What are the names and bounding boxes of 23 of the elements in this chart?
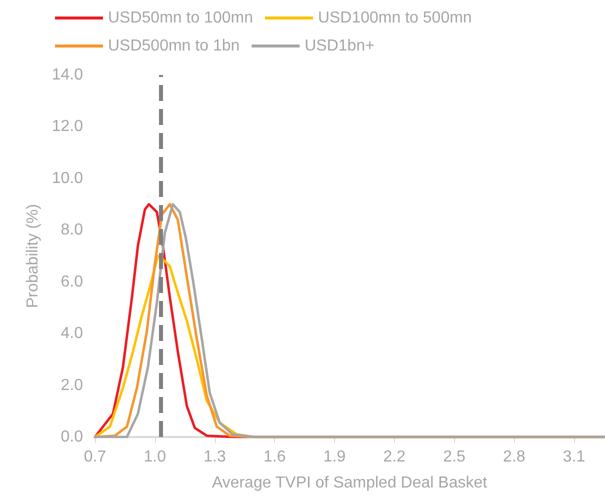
y-tick-label: 10.0	[52, 170, 84, 187]
y-tick-label: 8.0	[60, 222, 84, 239]
x-tick-label: 2.8	[503, 448, 526, 466]
x-tick-label: 0.7	[84, 448, 106, 466]
y-tick-label: 0.0	[60, 428, 84, 446]
legend-label: USD500mn to 1bn	[108, 38, 240, 54]
y-tick-label: 14.0	[52, 66, 84, 84]
x-axis-title: Average TVPI of Sampled Deal Basket	[212, 474, 488, 492]
x-tick-label: 2.2	[383, 448, 406, 466]
x-tick-label: 1.6	[264, 448, 286, 466]
x-tick-label: 1.0	[144, 448, 166, 466]
y-tick-label: 6.0	[60, 273, 84, 290]
x-tick-label: 1.3	[204, 448, 226, 466]
x-tick-label: 2.5	[443, 448, 466, 466]
x-tick-label: 1.9	[323, 448, 346, 466]
y-tick-label: 2.0	[60, 376, 84, 394]
y-tick-label: 12.0	[52, 118, 84, 136]
x-tick-label: 3.1	[562, 448, 586, 466]
legend-label: USD1bn+	[304, 38, 374, 54]
legend-label: USD100mn to 500mn	[318, 10, 472, 26]
legend-label: USD50mn to 100mn	[108, 10, 253, 26]
y-tick-label: 4.0	[60, 325, 84, 342]
y-axis-title: Probability (%)	[24, 204, 42, 308]
